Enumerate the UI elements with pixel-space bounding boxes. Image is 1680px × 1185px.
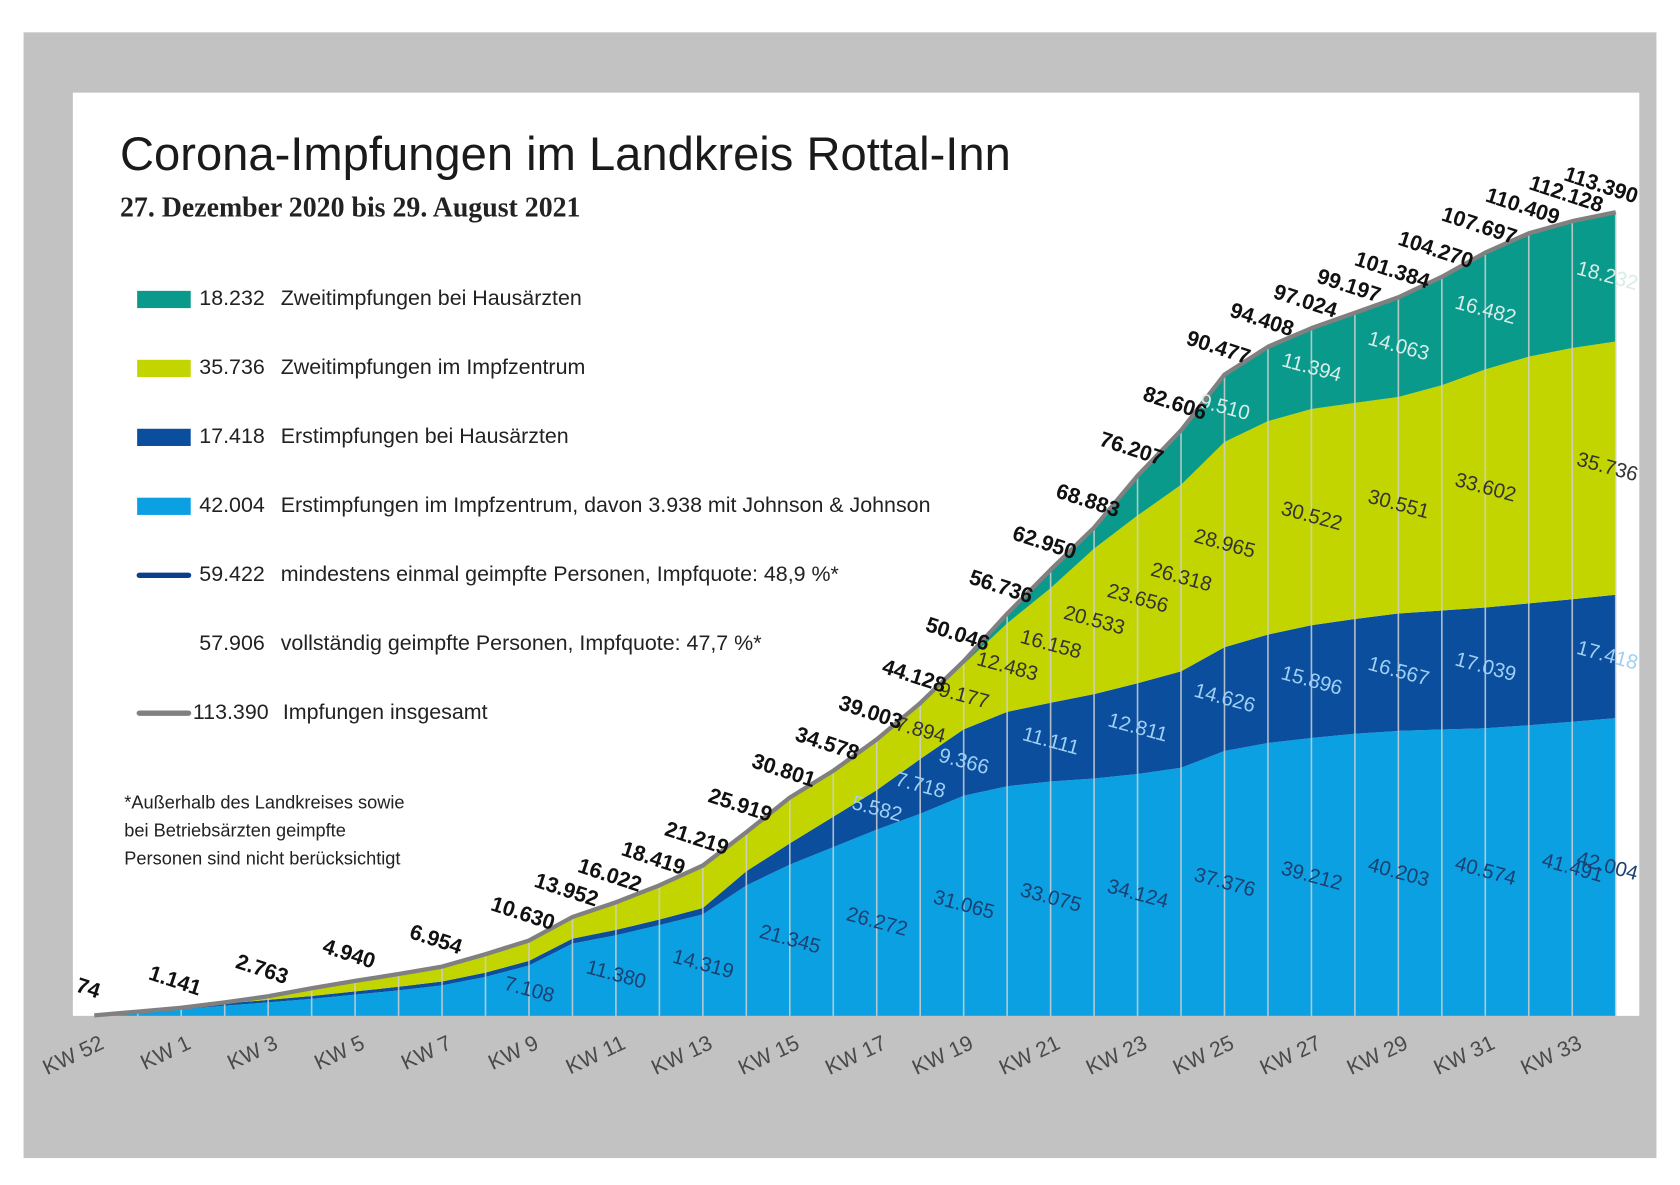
legend-label: mindestens einmal geimpfte Personen, Imp… — [281, 562, 840, 586]
legend-amount: 42.004 — [199, 493, 265, 517]
legend-label: Erstimpfungen im Impfzentrum, davon 3.93… — [281, 493, 931, 517]
legend-amount: 59.422 — [199, 562, 264, 586]
legend-amount: 18.232 — [199, 286, 264, 310]
area — [94, 341, 1616, 1016]
legend-swatch — [137, 428, 191, 446]
footnote: bei Betriebsärzten geimpfte — [124, 819, 346, 840]
chart-subtitle: 27. Dezember 2020 bis 29. August 2021 — [120, 192, 580, 223]
legend-amount: 17.418 — [199, 424, 264, 448]
legend-label: Erstimpfungen bei Hausärzten — [281, 424, 569, 448]
legend-swatch — [137, 290, 191, 309]
legend-swatch — [137, 497, 191, 515]
legend-amount: 35.736 — [199, 355, 264, 379]
area — [94, 212, 1616, 1016]
legend-amount: 57.906 — [199, 631, 264, 655]
area — [94, 718, 1616, 1016]
legend-label: Zweitimpfungen im Impfzentrum — [281, 355, 586, 379]
footnote: Personen sind nicht berücksichtigt — [124, 847, 400, 868]
chart-title: Corona-Impfungen im Landkreis Rottal-Inn — [120, 128, 1011, 181]
legend-swatch — [137, 359, 191, 378]
area — [94, 594, 1616, 1016]
legend-label: Zweitimpfungen bei Hausärzten — [281, 286, 582, 310]
footnote: *Außerhalb des Landkreises sowie — [124, 791, 404, 812]
total-line — [94, 210, 1617, 1018]
legend-amount: 113.390 — [193, 700, 269, 724]
legend-label: vollständig geimpfte Personen, Impfquote… — [281, 631, 762, 655]
legend-label: Impfungen insgesamt — [283, 700, 488, 724]
